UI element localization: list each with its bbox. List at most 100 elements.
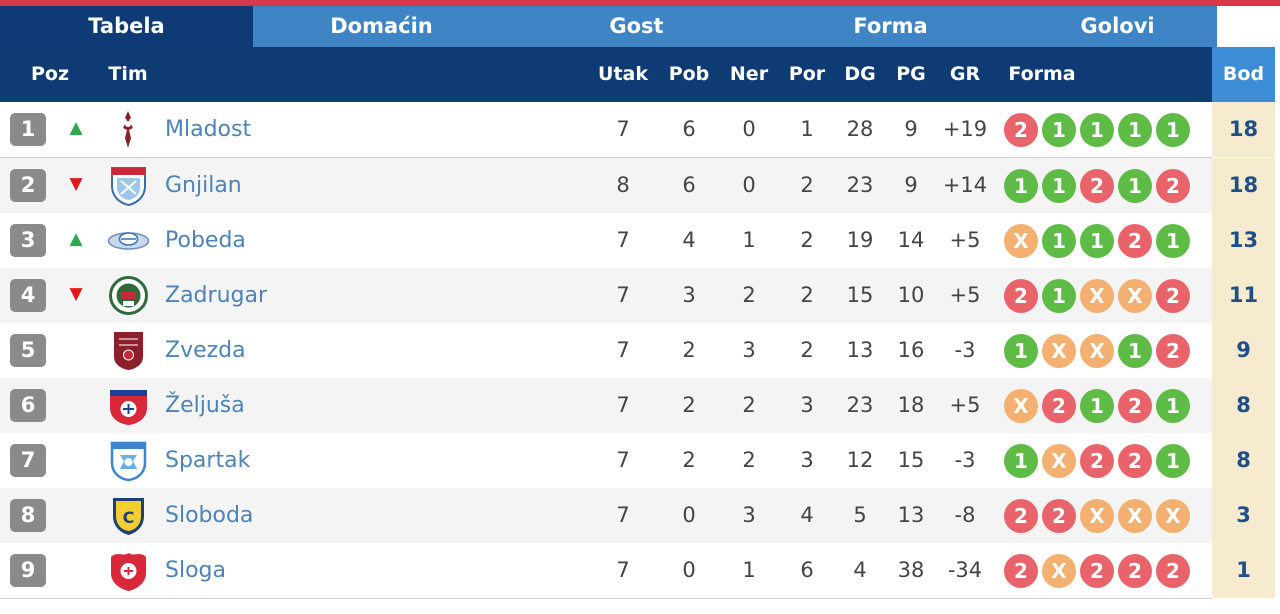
form-badge[interactable]: 1 — [1118, 169, 1152, 203]
form-badge[interactable]: X — [1156, 499, 1190, 533]
form-badge[interactable]: 2 — [1080, 169, 1114, 203]
form-badge[interactable]: 2 — [1080, 444, 1114, 478]
form-badge[interactable]: 1 — [1042, 279, 1076, 313]
table-row[interactable]: 3 ▲ Pobeda 7 4 1 2 19 14 +5 X 1 1 2 1 — [0, 213, 1212, 268]
header-ner[interactable]: Ner — [729, 63, 769, 85]
form-badge[interactable]: X — [1042, 444, 1076, 478]
form-badge[interactable]: 2 — [1004, 554, 1038, 588]
gr-value: +19 — [942, 117, 988, 141]
form-badge[interactable]: 1 — [1156, 389, 1190, 423]
form-badge[interactable]: X — [1080, 279, 1114, 313]
tab-forma[interactable]: Forma — [763, 6, 1018, 47]
utak-value: 7 — [616, 448, 630, 472]
tab-domacin[interactable]: Domaćin — [253, 6, 510, 47]
form-badge[interactable]: X — [1004, 224, 1038, 258]
bod-value: 8 — [1212, 378, 1275, 433]
header-pg[interactable]: PG — [896, 63, 926, 85]
form-badge[interactable]: 2 — [1042, 389, 1076, 423]
team-name-link[interactable]: Sloga — [165, 558, 226, 583]
utak-value: 7 — [616, 558, 630, 582]
header-poz[interactable]: Poz — [30, 63, 70, 85]
form-badge[interactable]: 1 — [1118, 113, 1152, 147]
table-row[interactable]: 9 Sloga 7 0 1 6 4 38 -34 2 X 2 2 2 — [0, 543, 1212, 598]
por-value: 2 — [800, 283, 814, 307]
team-name-link[interactable]: Željuša — [165, 393, 245, 418]
form-badge[interactable]: X — [1080, 334, 1114, 368]
pob-value: 0 — [682, 558, 696, 582]
form-badge[interactable]: 2 — [1118, 444, 1152, 478]
header-utak[interactable]: Utak — [598, 63, 648, 85]
header-forma[interactable]: Forma — [1008, 63, 1076, 85]
table-row[interactable]: 5 Zvezda 7 2 3 2 13 16 -3 1 X X 1 2 — [0, 323, 1212, 378]
form-badge[interactable]: 2 — [1004, 113, 1038, 147]
form-badge[interactable]: 2 — [1156, 279, 1190, 313]
form-badge[interactable]: 2 — [1004, 499, 1038, 533]
team-name-link[interactable]: Sloboda — [165, 503, 254, 528]
header-bod[interactable]: Bod — [1222, 63, 1265, 85]
header-tim[interactable]: Tim — [108, 63, 148, 85]
team-name-link[interactable]: Spartak — [165, 448, 251, 473]
form-badge[interactable]: 1 — [1080, 113, 1114, 147]
team-name-link[interactable]: Mladost — [165, 117, 252, 142]
pob-value: 6 — [682, 117, 696, 141]
form-badge[interactable]: 1 — [1042, 113, 1076, 147]
form-badge[interactable]: 1 — [1156, 113, 1190, 147]
position-badge: 4 — [10, 279, 46, 312]
pob-value: 3 — [682, 283, 696, 307]
table-row[interactable]: 1 ▲ Mladost 7 6 0 1 28 9 +19 2 1 1 1 1 — [0, 102, 1212, 157]
form-badge[interactable]: X — [1042, 554, 1076, 588]
dg-value: 5 — [853, 503, 867, 527]
form-badge[interactable]: 1 — [1080, 224, 1114, 258]
form-badge[interactable]: 2 — [1080, 554, 1114, 588]
form-badge[interactable]: X — [1004, 389, 1038, 423]
form-badge[interactable]: 2 — [1156, 554, 1190, 588]
por-value: 2 — [800, 173, 814, 197]
pobeda-crest-icon — [107, 219, 150, 262]
form-badge[interactable]: 2 — [1118, 554, 1152, 588]
tab-tabela[interactable]: Tabela — [0, 6, 253, 47]
form-badge[interactable]: 1 — [1042, 224, 1076, 258]
team-name-link[interactable]: Zvezda — [165, 338, 246, 363]
header-gr[interactable]: GR — [949, 63, 981, 85]
form-badge[interactable]: 1 — [1004, 169, 1038, 203]
table-row[interactable]: 7 Spartak 7 2 2 3 12 15 -3 1 X 2 2 1 — [0, 433, 1212, 488]
form-badge[interactable]: 1 — [1156, 224, 1190, 258]
form-badge[interactable]: 1 — [1118, 334, 1152, 368]
table-row[interactable]: 8 C Sloboda 7 0 3 4 5 13 -8 2 2 X X X — [0, 488, 1212, 543]
form-badge[interactable]: 2 — [1004, 279, 1038, 313]
tab-golovi[interactable]: Golovi — [1018, 6, 1217, 47]
team-name-link[interactable]: Zadrugar — [165, 283, 267, 308]
pg-value: 16 — [897, 338, 925, 362]
header-por[interactable]: Por — [788, 63, 826, 85]
form-badge[interactable]: 1 — [1004, 334, 1038, 368]
form-badge[interactable]: 1 — [1156, 444, 1190, 478]
pob-value: 2 — [682, 448, 696, 472]
form-badge[interactable]: X — [1118, 499, 1152, 533]
table-row[interactable]: 4 ▼ Zadrugar 7 3 2 2 15 10 +5 2 1 X X 2 — [0, 268, 1212, 323]
form-badge[interactable]: 2 — [1118, 224, 1152, 258]
form-badge[interactable]: 2 — [1156, 169, 1190, 203]
header-pob[interactable]: Pob — [668, 63, 710, 85]
position-badge: 6 — [10, 389, 46, 422]
form-badge[interactable]: 1 — [1042, 169, 1076, 203]
tab-gost[interactable]: Gost — [510, 6, 763, 47]
form-badge[interactable]: X — [1118, 279, 1152, 313]
form-badge[interactable]: 1 — [1004, 444, 1038, 478]
form-badge[interactable]: 1 — [1080, 389, 1114, 423]
form-badge[interactable]: 2 — [1156, 334, 1190, 368]
form-badge[interactable]: X — [1080, 499, 1114, 533]
pg-value: 18 — [897, 393, 925, 417]
form-badge[interactable]: 2 — [1042, 499, 1076, 533]
trend-down-icon: ▼ — [69, 174, 83, 194]
form-badge[interactable]: X — [1042, 334, 1076, 368]
header-dg[interactable]: DG — [844, 63, 876, 85]
position-badge: 8 — [10, 499, 46, 532]
table-row[interactable]: 6 Željuša 7 2 2 3 23 18 +5 X 2 1 2 1 — [0, 378, 1212, 433]
position-badge: 2 — [10, 169, 46, 202]
bod-value: 8 — [1212, 433, 1275, 488]
team-name-link[interactable]: Gnjilan — [165, 173, 242, 198]
form-badge[interactable]: 2 — [1118, 389, 1152, 423]
team-name-link[interactable]: Pobeda — [165, 228, 246, 253]
table-row[interactable]: 2 ▼ Gnjilan 8 6 0 2 23 9 +14 1 1 2 1 2 — [0, 158, 1212, 213]
form-badges: 2 X 2 2 2 — [1004, 554, 1194, 588]
